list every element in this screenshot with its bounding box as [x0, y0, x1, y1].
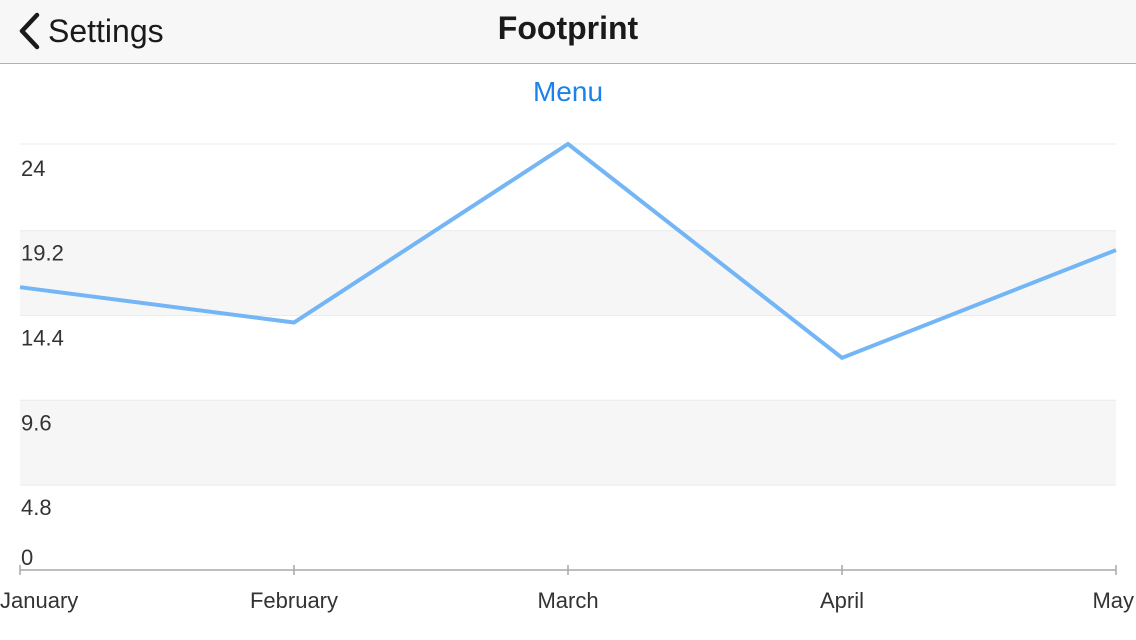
back-button-label: Settings [48, 12, 164, 49]
y-tick-label: 9.6 [21, 410, 52, 435]
back-button[interactable]: Settings [18, 8, 164, 54]
grid-band [20, 230, 1116, 316]
x-tick-label: March [537, 588, 598, 613]
y-tick-label: 4.8 [21, 495, 52, 520]
menu-button[interactable]: Menu [532, 76, 604, 107]
y-tick-label: 24 [21, 156, 45, 181]
x-tick-label: February [250, 588, 338, 613]
x-tick-label: January [0, 588, 78, 613]
chevron-left-icon [19, 12, 40, 50]
x-tick-label: April [820, 588, 864, 613]
y-tick-label: 0 [21, 545, 33, 570]
y-tick-label: 14.4 [21, 325, 64, 350]
grid-band [20, 400, 1116, 486]
y-tick-label: 19.2 [21, 241, 64, 266]
x-tick-label: May [1092, 588, 1134, 613]
